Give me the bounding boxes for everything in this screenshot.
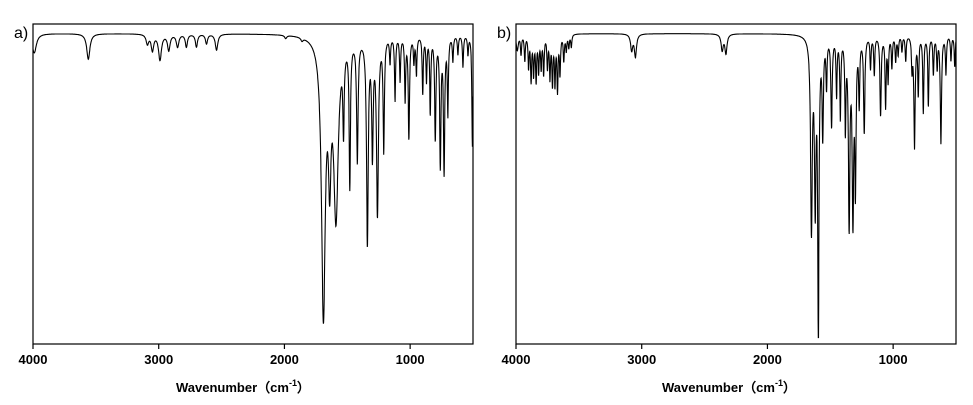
- series-line: [32, 33, 474, 324]
- x-tick-label: 4000: [19, 352, 48, 367]
- x-axis-title-main: Wavenumber（cm: [662, 380, 775, 395]
- x-axis-title: Wavenumber（cm-1）: [662, 378, 796, 395]
- plot-frame: [515, 23, 957, 345]
- x-axis-title-close: ）: [783, 380, 796, 395]
- plot-frame: [32, 23, 474, 345]
- x-tick-label: 4000: [502, 352, 531, 367]
- x-tick-label: 3000: [627, 352, 656, 367]
- x-tick-label: 1000: [396, 352, 425, 367]
- panel-b: b) 4000 3000 2000 1000 Wavenumber（cm-1）: [497, 23, 957, 395]
- x-axis-title: Wavenumber（cm-1）: [176, 378, 310, 395]
- x-axis-title-main: Wavenumber（cm: [176, 380, 289, 395]
- x-axis-title-sup: -1: [775, 378, 783, 388]
- x-tick-label: 1000: [879, 352, 908, 367]
- x-axis-ticks: 4000 3000 2000 1000: [502, 344, 908, 367]
- x-tick-label: 2000: [270, 352, 299, 367]
- x-axis-title-close: ）: [297, 380, 310, 395]
- x-tick-label: 2000: [753, 352, 782, 367]
- panel-label: a): [14, 25, 28, 42]
- x-axis-title-sup: -1: [289, 378, 297, 388]
- panel-label: b): [497, 25, 511, 42]
- x-tick-label: 3000: [144, 352, 173, 367]
- x-axis-ticks: 4000 3000 2000 1000: [19, 344, 425, 367]
- series-line: [515, 33, 957, 339]
- panel-a: a) 4000 3000 2000 1000 Wavenumber（cm-1）: [14, 23, 474, 395]
